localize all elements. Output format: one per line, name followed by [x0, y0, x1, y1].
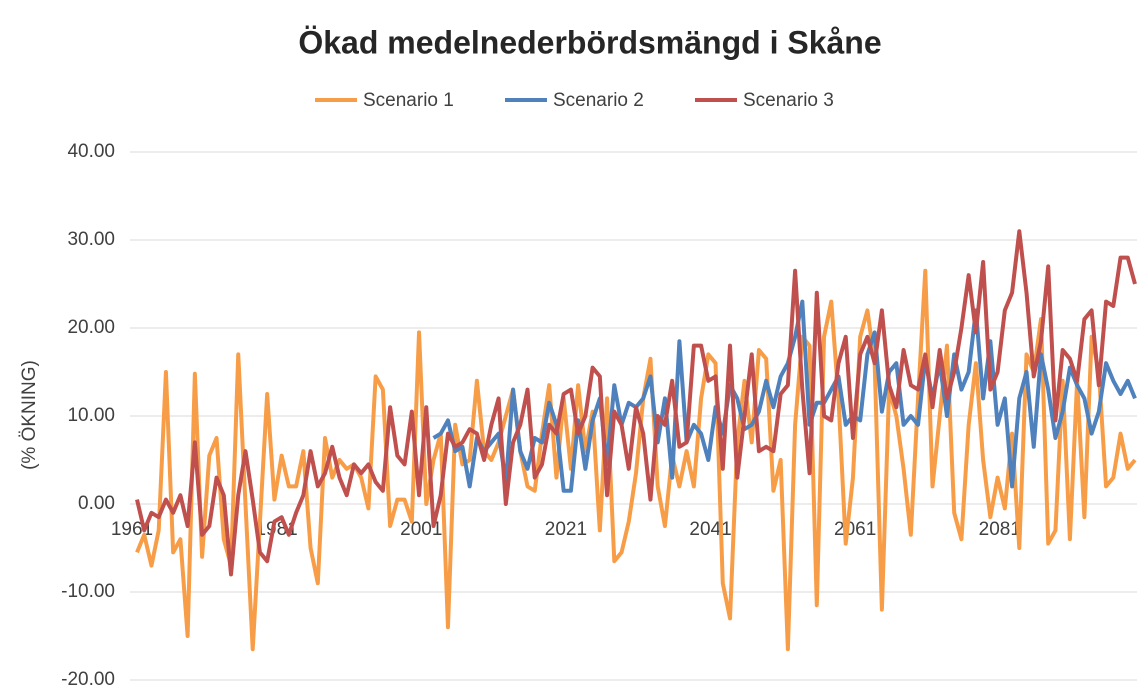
y-tick-label: 0.00	[78, 493, 115, 514]
legend-label: Scenario 3	[743, 90, 834, 111]
y-axis-title: (% ÖKNING)	[19, 360, 40, 470]
series-line	[135, 229, 1137, 577]
x-tick-label: 2061	[834, 519, 876, 540]
y-tick-label: 10.00	[67, 405, 115, 426]
series-line	[432, 299, 1137, 493]
y-tick-label: 30.00	[67, 229, 115, 250]
y-tick-label: 20.00	[67, 317, 115, 338]
x-tick-label: 2041	[689, 519, 731, 540]
x-tick-label: 2081	[979, 519, 1021, 540]
x-tick-label: 2021	[545, 519, 587, 540]
legend-label: Scenario 2	[553, 90, 644, 111]
series-line	[135, 268, 1137, 652]
chart-title: Ökad medelnederbördsmängd i Skåne	[298, 24, 881, 60]
legend-label: Scenario 1	[363, 90, 454, 111]
y-tick-label: -10.00	[61, 581, 115, 602]
y-tick-label: -20.00	[61, 669, 115, 687]
y-tick-label: 40.00	[67, 141, 115, 162]
